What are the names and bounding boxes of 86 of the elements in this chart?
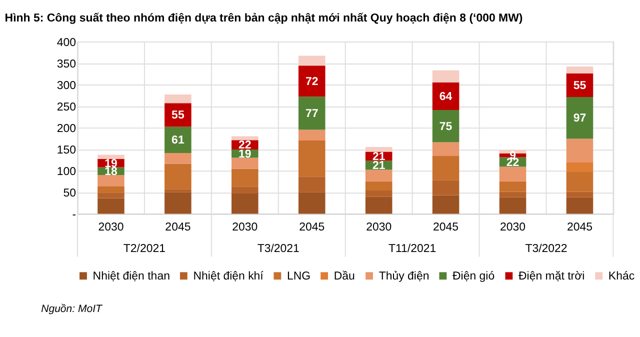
bar bbox=[499, 192, 526, 198]
bar bbox=[566, 97, 594, 139]
data-label: 55 bbox=[172, 110, 185, 122]
bar bbox=[98, 192, 124, 198]
legend-label: Nhiệt điện khí bbox=[193, 270, 264, 283]
x-tick-label: 2045 bbox=[165, 221, 191, 234]
bar bbox=[432, 180, 460, 196]
bar bbox=[365, 196, 392, 214]
bar bbox=[232, 168, 258, 187]
bar bbox=[298, 176, 326, 192]
data-label: 21 bbox=[372, 160, 386, 172]
bar bbox=[432, 110, 460, 142]
y-tick-label: 200 bbox=[56, 122, 76, 135]
bar bbox=[432, 156, 460, 180]
text: T3/2022 bbox=[525, 242, 568, 255]
x-tick-label: 2030 bbox=[500, 221, 526, 234]
x-tick-label: 2030 bbox=[366, 221, 392, 234]
chart-title: Hình 5: Công suất theo nhóm điện dựa trên bản cập nhật mới nhất Quy hoạch điện 8 (‘000 MW) bbox=[4, 12, 523, 24]
y-tick-label: 300 bbox=[56, 80, 76, 92]
bar bbox=[566, 172, 594, 192]
legend-label: Dầu bbox=[334, 270, 355, 283]
x-tick-label: 2030 bbox=[98, 221, 124, 234]
bar bbox=[164, 164, 192, 190]
bar bbox=[98, 174, 124, 186]
bar bbox=[499, 181, 526, 192]
data-label: 18 bbox=[104, 166, 118, 178]
bar bbox=[365, 190, 392, 197]
bar bbox=[566, 138, 594, 162]
bar bbox=[432, 195, 460, 214]
data-label: 64 bbox=[439, 91, 453, 104]
bar bbox=[98, 186, 124, 193]
bar bbox=[499, 197, 526, 214]
bar bbox=[98, 154, 124, 160]
y-tick-label: 100 bbox=[56, 166, 76, 178]
y-tick-label: 250 bbox=[56, 101, 76, 114]
bar bbox=[566, 192, 594, 198]
bar bbox=[232, 193, 258, 214]
bar bbox=[499, 166, 526, 182]
bar bbox=[232, 136, 258, 140]
y-tick-label: 150 bbox=[56, 144, 76, 156]
bar bbox=[298, 140, 326, 177]
text: Nguồn: MoIT bbox=[41, 303, 104, 316]
text: T11/2021 bbox=[388, 242, 436, 255]
data-label: 72 bbox=[305, 76, 318, 88]
bar bbox=[298, 56, 326, 66]
data-label: 97 bbox=[573, 112, 586, 125]
bar bbox=[566, 197, 594, 214]
bar bbox=[98, 198, 124, 214]
text: T2/2021 bbox=[123, 242, 166, 255]
bar bbox=[164, 189, 192, 192]
bar bbox=[432, 142, 460, 156]
bar bbox=[298, 130, 326, 141]
x-tick-label: 2030 bbox=[232, 221, 258, 234]
bar bbox=[365, 170, 392, 182]
bar bbox=[232, 186, 258, 194]
text: T3/2021 bbox=[257, 242, 300, 255]
y-tick-label: - bbox=[72, 209, 76, 222]
x-tick-label: 2045 bbox=[299, 221, 325, 234]
bar bbox=[164, 126, 192, 154]
legend-label: Khác bbox=[608, 270, 635, 283]
bar bbox=[566, 162, 594, 172]
bar bbox=[232, 158, 258, 169]
bar bbox=[298, 192, 326, 214]
legend-label: Điện mặt trời bbox=[518, 270, 585, 283]
data-label: 61 bbox=[172, 134, 185, 147]
bar bbox=[298, 66, 326, 97]
y-tick-label: 350 bbox=[56, 58, 76, 70]
bar bbox=[164, 192, 192, 214]
x-tick-label: 2045 bbox=[566, 221, 592, 234]
bar bbox=[365, 181, 392, 190]
bar bbox=[298, 96, 326, 130]
bar bbox=[432, 70, 460, 82]
legend-label: Nhiệt điện than bbox=[92, 270, 170, 283]
bar bbox=[566, 66, 594, 74]
y-tick-label: 400 bbox=[56, 36, 76, 49]
data-label: 55 bbox=[573, 80, 587, 92]
bar bbox=[365, 146, 392, 152]
legend-label: Thủy điện bbox=[378, 270, 430, 283]
x-tick-label: 2045 bbox=[433, 221, 459, 234]
legend-label: Điện gió bbox=[452, 270, 495, 283]
data-label: 75 bbox=[439, 120, 453, 133]
bar bbox=[164, 94, 192, 104]
legend-label: LNG bbox=[286, 270, 311, 283]
y-tick-label: 50 bbox=[63, 187, 76, 200]
bar bbox=[164, 153, 192, 164]
data-label: 77 bbox=[305, 108, 318, 120]
